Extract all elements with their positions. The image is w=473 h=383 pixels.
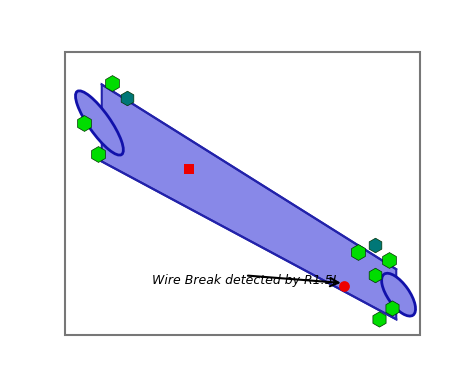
Point bbox=[185, 166, 193, 172]
Point bbox=[123, 95, 131, 101]
Point bbox=[385, 257, 393, 263]
Point bbox=[376, 316, 383, 322]
Point bbox=[389, 305, 396, 311]
Polygon shape bbox=[102, 85, 396, 319]
Ellipse shape bbox=[76, 91, 123, 155]
Point bbox=[371, 272, 379, 278]
Point bbox=[108, 80, 115, 86]
Point bbox=[371, 242, 379, 248]
Point bbox=[341, 283, 348, 289]
Point bbox=[354, 249, 361, 255]
Text: Wire Break detected by R1.5I: Wire Break detected by R1.5I bbox=[152, 274, 336, 287]
Point bbox=[80, 120, 88, 126]
Ellipse shape bbox=[382, 273, 416, 316]
Point bbox=[94, 151, 102, 157]
